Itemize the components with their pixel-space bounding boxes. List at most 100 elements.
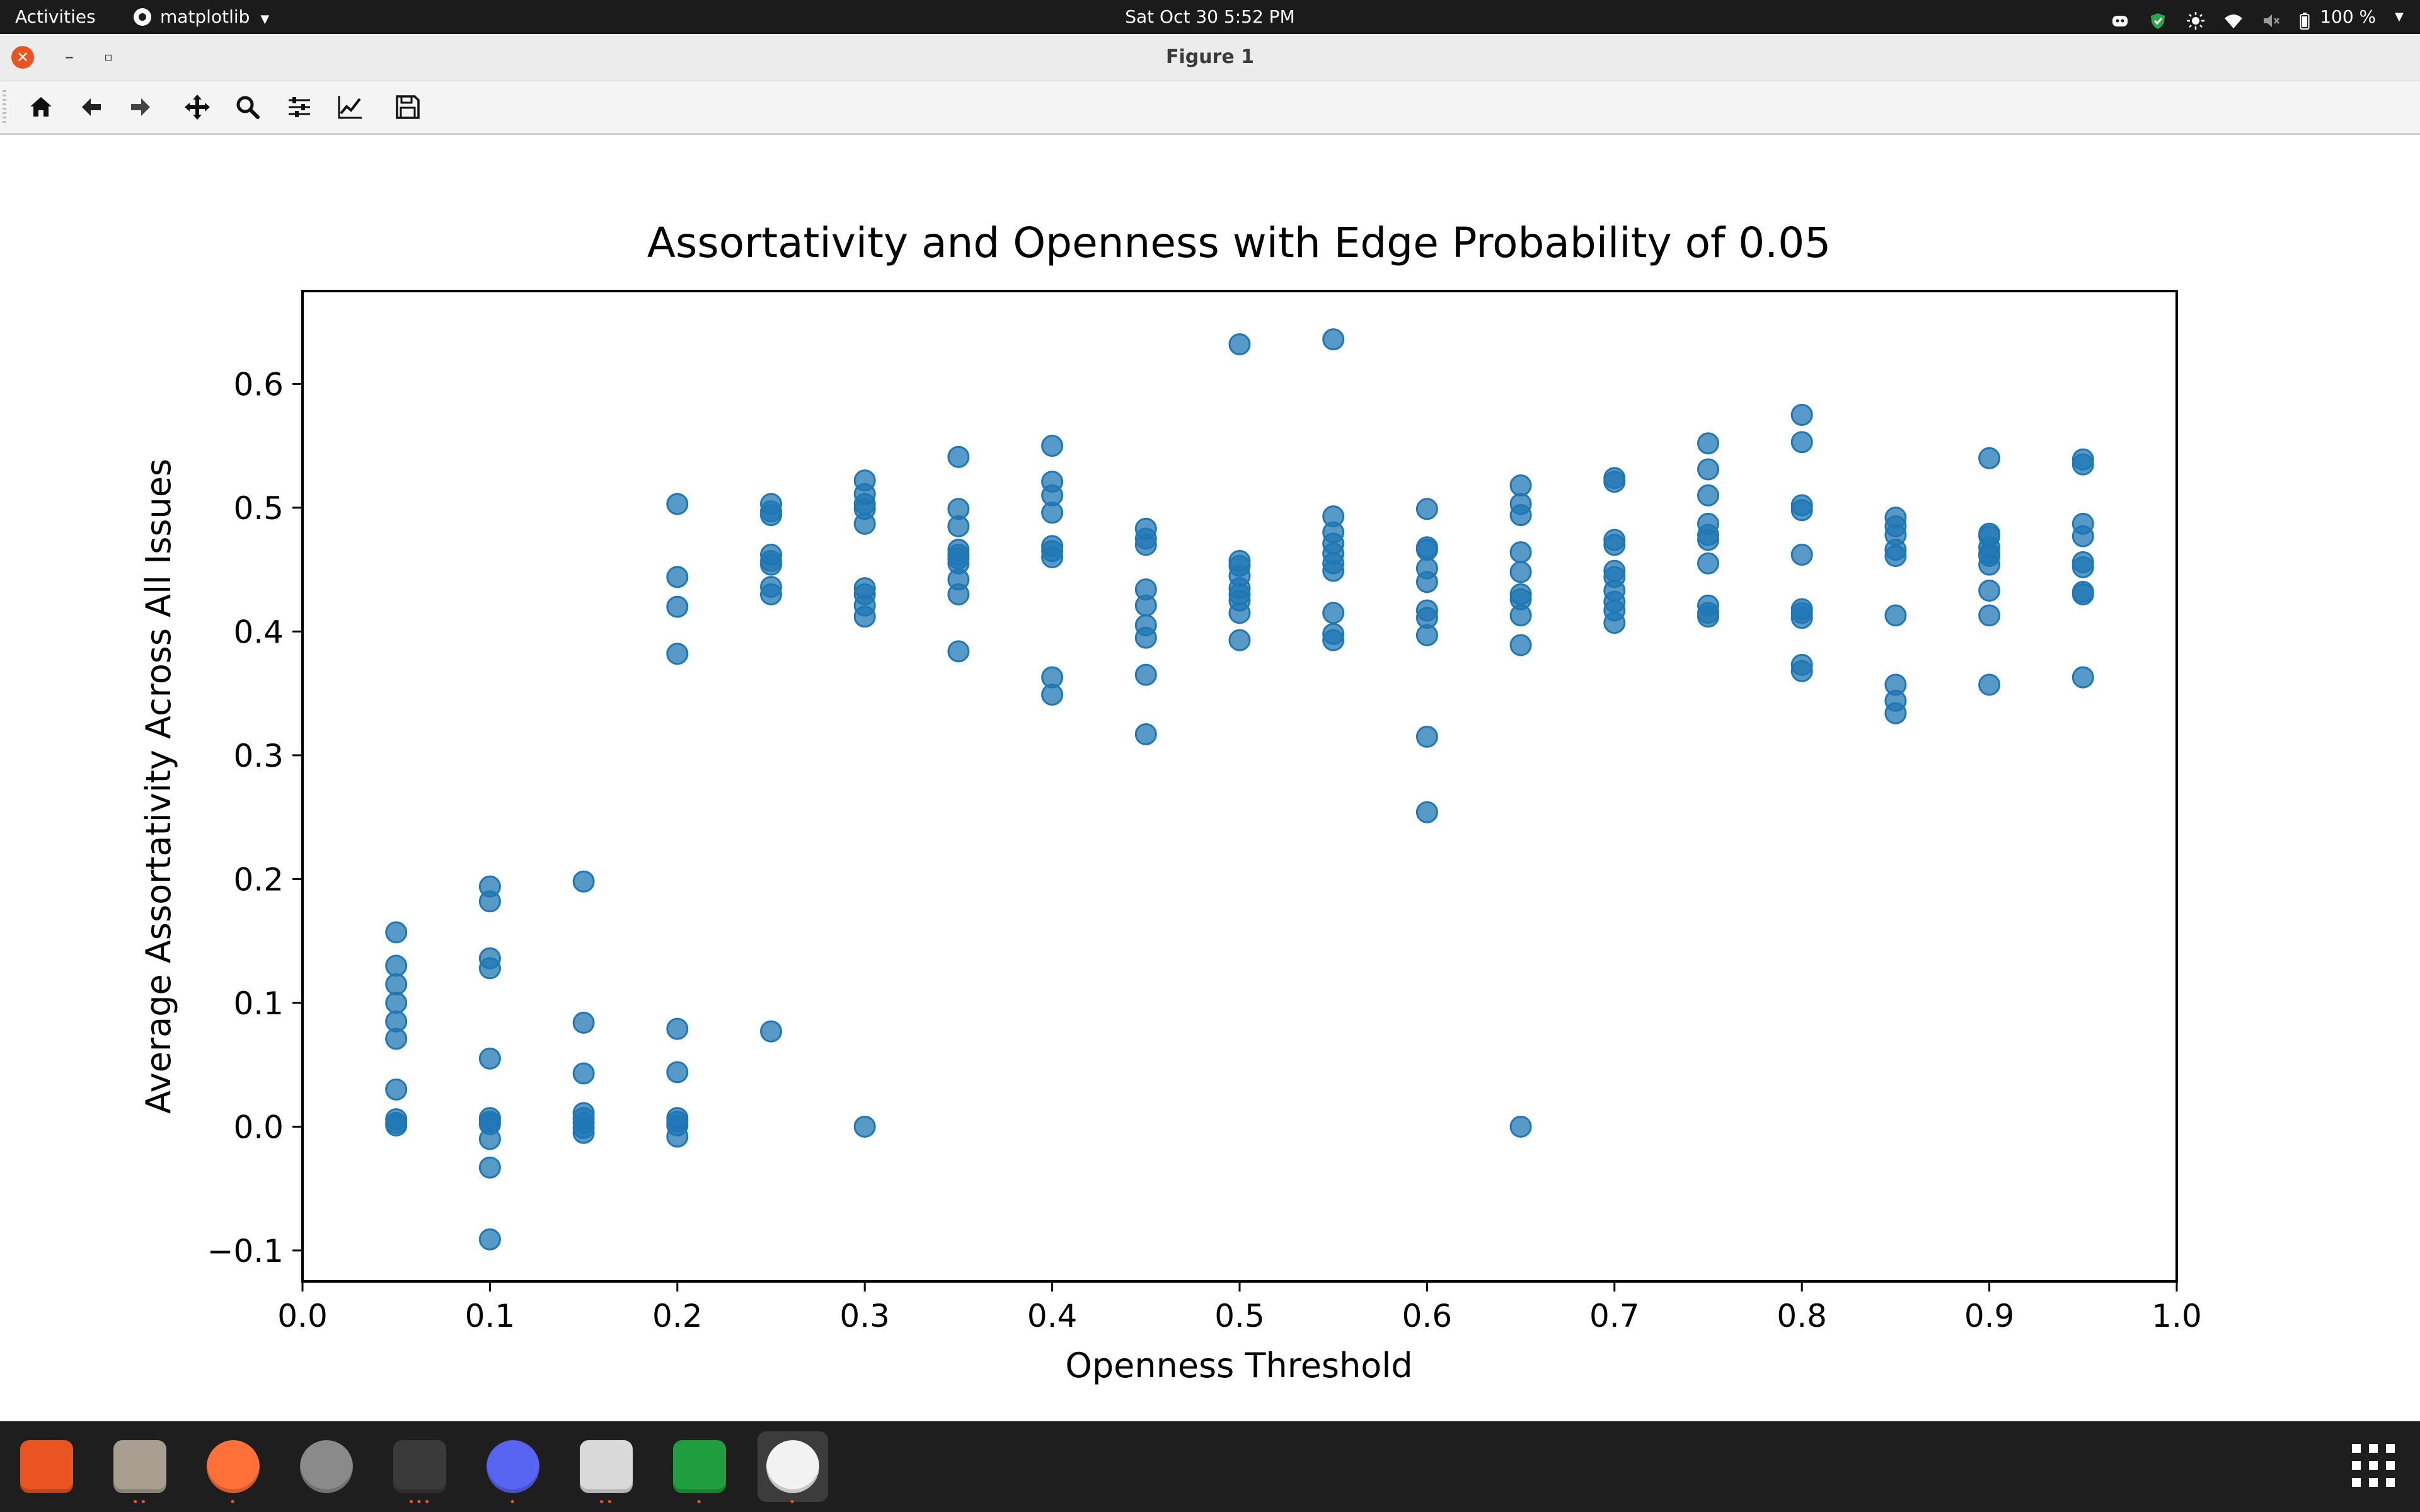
y-tick-label: 0.2 <box>233 861 284 898</box>
ubuntu-software-icon <box>20 1440 73 1493</box>
ubuntu-software-launcher[interactable] <box>11 1431 82 1502</box>
spreadsheet-launcher[interactable]: • <box>664 1431 735 1508</box>
pan-button[interactable] <box>179 89 216 125</box>
data-point <box>1697 484 1719 507</box>
y-tick-label: −0.1 <box>207 1233 284 1269</box>
forward-button[interactable] <box>122 89 159 125</box>
window-maximize-button[interactable]: ▫ <box>104 49 113 64</box>
data-point <box>1134 663 1157 686</box>
data-point <box>666 643 689 665</box>
brightness-icon[interactable] <box>2186 8 2205 30</box>
document-viewer-launcher[interactable]: •• <box>571 1431 642 1508</box>
home-button[interactable] <box>23 89 59 125</box>
data-point <box>385 973 408 995</box>
x-tick-label: 0.3 <box>839 1298 890 1334</box>
save-button[interactable] <box>389 89 426 125</box>
clock: Sat Oct 30 5:52 PM <box>0 0 2420 34</box>
data-point <box>1134 534 1157 556</box>
wifi-icon[interactable] <box>2224 8 2243 28</box>
zoom-button[interactable] <box>229 89 266 125</box>
data-point <box>760 504 782 527</box>
data-point <box>1041 435 1064 457</box>
settings-icon <box>300 1440 353 1493</box>
data-point <box>666 595 689 618</box>
data-point <box>1978 604 2001 627</box>
data-point <box>572 1011 595 1034</box>
power-menu-icon[interactable]: ▼ <box>2395 10 2404 23</box>
edit-axes-button[interactable] <box>331 89 368 125</box>
clock-label[interactable]: Sat Oct 30 5:52 PM <box>1125 6 1295 27</box>
save-floppy-icon <box>396 95 420 119</box>
x-tick-label: 0.5 <box>1214 1298 1265 1334</box>
data-point <box>947 515 970 537</box>
data-point <box>853 512 876 535</box>
terminal-icon <box>393 1440 446 1493</box>
data-point <box>947 640 970 663</box>
dock: •• • ••• • •• • • <box>0 1421 2420 1512</box>
subplots-button[interactable] <box>281 89 318 125</box>
settings-launcher[interactable] <box>291 1431 362 1502</box>
data-point <box>572 870 595 893</box>
back-arrow-icon <box>82 98 101 116</box>
data-point <box>478 890 501 913</box>
y-tick-label: 0.5 <box>233 490 284 527</box>
scatter-points <box>385 328 2094 1251</box>
x-tick-label: 1.0 <box>2152 1298 2202 1334</box>
running-indicator: • <box>229 1496 238 1509</box>
data-point <box>1134 723 1157 745</box>
data-point <box>1790 660 1813 682</box>
running-indicator: •• <box>598 1496 614 1509</box>
files-icon <box>113 1440 166 1493</box>
discord-tray-icon[interactable] <box>2111 8 2129 26</box>
system-tray[interactable]: 100 % ▼ <box>2111 0 2404 34</box>
data-point <box>1509 604 1532 627</box>
data-point <box>1978 447 2001 469</box>
matplotlib-launcher[interactable]: • <box>758 1431 828 1508</box>
data-point <box>1415 624 1438 646</box>
discord-launcher[interactable]: • <box>478 1431 548 1508</box>
shield-icon[interactable] <box>2148 8 2167 29</box>
figure-canvas[interactable]: Assortativity and Openness with Edge Pro… <box>0 135 2420 1421</box>
data-point <box>478 1156 501 1179</box>
files-launcher[interactable]: •• <box>105 1431 175 1508</box>
data-point <box>1041 501 1064 524</box>
firefox-launcher[interactable]: • <box>198 1431 268 1508</box>
data-point <box>947 445 970 468</box>
data-point <box>1697 605 1719 628</box>
data-point <box>1322 559 1345 582</box>
data-point <box>1509 474 1532 497</box>
window-minimize-button[interactable]: – <box>65 46 74 67</box>
data-point <box>1697 432 1719 455</box>
running-indicator: ••• <box>408 1496 432 1509</box>
window-close-button[interactable]: ✕ <box>11 46 34 69</box>
running-indicator: • <box>788 1496 797 1509</box>
x-tick-label: 0.2 <box>652 1298 703 1334</box>
toolbar-grip[interactable] <box>3 90 6 124</box>
data-point <box>1978 553 2001 576</box>
y-tick-label: 0.1 <box>233 985 284 1022</box>
data-point <box>1978 673 2001 696</box>
data-point <box>666 566 689 588</box>
zoom-magnifier-icon <box>236 96 260 119</box>
data-point <box>2071 556 2094 578</box>
back-button[interactable] <box>73 89 110 125</box>
figure-toolbar <box>0 81 2420 135</box>
scatter-chart[interactable]: Assortativity and Openness with Edge Pro… <box>0 135 2420 1421</box>
battery-icon[interactable] <box>2300 8 2310 30</box>
y-tick-label: 0.4 <box>233 614 284 650</box>
data-point <box>1228 333 1251 355</box>
data-point <box>1697 552 1719 575</box>
data-point <box>385 1114 408 1137</box>
data-point <box>478 957 501 980</box>
show-applications-button[interactable] <box>2352 1444 2397 1489</box>
window-title: Figure 1 <box>1165 46 1255 68</box>
volume-muted-icon[interactable] <box>2262 8 2281 27</box>
window-titlebar[interactable]: ✕ – ▫ Figure 1 <box>0 34 2420 81</box>
data-point <box>1415 725 1438 748</box>
data-point <box>1322 629 1345 651</box>
battery-percent[interactable]: 100 % <box>2320 6 2377 27</box>
app-menu[interactable]: matplotlib ▼ <box>134 0 269 34</box>
x-axis: 0.0 0.1 0.2 0.3 0.4 0.5 0.6 0.7 0.8 0.9 1.0 <box>277 1281 2202 1334</box>
terminal-launcher[interactable]: ••• <box>384 1431 455 1508</box>
activities-button[interactable]: Activities <box>15 6 96 27</box>
